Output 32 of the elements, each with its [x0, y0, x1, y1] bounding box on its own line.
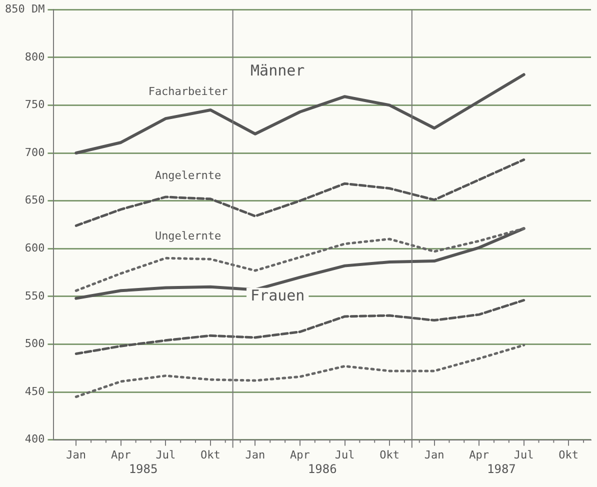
y-tick-label: 650 [24, 194, 45, 207]
annotation: Frauen [250, 286, 305, 304]
y-tick-label: 500 [24, 337, 45, 350]
line-series [74, 344, 526, 398]
x-tick-label: Apr [469, 448, 490, 462]
x-tick-label: Jan [245, 448, 266, 462]
x-tick-label: Jul [156, 448, 176, 462]
annotation: Männer [250, 62, 305, 80]
x-tick-label: Apr [290, 448, 310, 462]
x-tick-label: Jul [514, 448, 534, 462]
x-tick-label: Jul [334, 448, 355, 462]
x-tick-label: Okt [380, 448, 400, 462]
text: 1986 [308, 462, 337, 476]
x-tick-label: Okt [558, 448, 579, 462]
series-label: Ungelernte [154, 229, 222, 242]
text: 1987 [487, 462, 516, 476]
x-tick-label: Okt [200, 448, 220, 462]
line-series [74, 158, 526, 227]
x-tick-label: Apr [110, 448, 132, 462]
x-tick-label: Jan [66, 448, 86, 462]
y-tick-label: 700 [24, 146, 45, 159]
y-tick-label: 550 [24, 289, 45, 302]
text: 1985 [128, 462, 158, 476]
series-label: Facharbeiter [148, 85, 228, 98]
y-tick-label: 600 [24, 241, 45, 254]
y-tick-label: 400 [24, 432, 45, 446]
y-tick-label: 800 [24, 50, 45, 64]
x-tick-label: Jan [424, 448, 444, 462]
y-tick-label: 750 [24, 98, 45, 112]
series-label: Angelernte [154, 168, 222, 182]
y-tick-label: 450 [24, 384, 45, 398]
y-tick-label: 850 DM [4, 2, 46, 16]
